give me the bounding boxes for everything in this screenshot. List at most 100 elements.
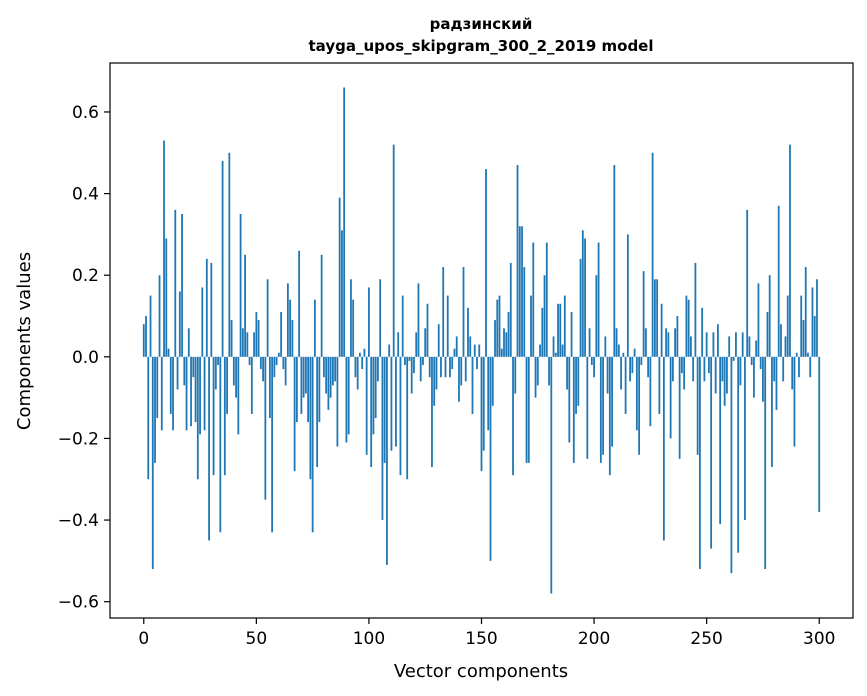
bar-component-41 [235,356,237,398]
bar-component-140 [458,356,460,402]
bar-component-137 [451,356,454,370]
bar-component-138 [453,348,456,357]
bar-component-204 [602,356,604,455]
bar-component-254 [714,356,717,394]
bar-component-51 [257,320,260,357]
bar-component-96 [359,352,361,357]
bar-component-221 [640,356,643,365]
bar-component-108 [386,356,388,565]
bar-component-102 [372,356,375,435]
bar-component-224 [647,356,650,378]
bar-component-285 [784,336,787,357]
bar-component-292 [800,295,803,357]
bar-component-36 [223,356,226,476]
bar-component-277 [766,311,769,357]
bar-component-233 [667,332,670,357]
y-tick-label: 0.4 [72,185,99,205]
bar-component-278 [768,275,771,357]
bar-component-151 [482,356,485,451]
bar-component-299 [816,279,818,357]
bar-component-187 [563,295,566,357]
bar-component-49 [253,332,255,357]
bar-component-290 [795,352,798,357]
y-tick-label: 0.2 [72,266,99,286]
bar-component-230 [660,303,663,357]
bar-component-15 [176,356,179,390]
x-tick-label: 300 [803,629,835,649]
bar-component-71 [302,356,305,398]
bar-component-172 [530,295,532,357]
bar-component-249 [703,356,706,382]
bar-component-173 [532,242,535,357]
bar-component-147 [473,344,476,357]
y-tick-label: −0.6 [58,593,99,613]
bar-component-134 [444,356,447,378]
bar-component-237 [676,316,679,357]
bar-component-70 [300,356,303,414]
bar-component-46 [246,332,249,357]
bar-component-252 [710,356,713,549]
bar-component-295 [807,352,809,357]
bar-component-156 [494,320,496,357]
bar-component-39 [230,320,233,357]
x-axis-label: Vector components [394,661,568,682]
bar-component-240 [683,356,686,390]
bar-component-300 [818,356,821,512]
y-axis-ticks: −0.6 −0.4 −0.2 0.0 0.2 0.4 0.6 [58,103,110,613]
bar-component-259 [726,356,728,394]
bar-component-186 [561,344,564,357]
bar-component-33 [217,356,219,365]
bar-component-75 [311,356,314,533]
bar-component-105 [379,279,382,357]
bar-component-18 [183,356,186,386]
bar-component-217 [631,356,634,374]
bar-component-100 [368,287,370,357]
bar-component-291 [798,356,800,378]
bar-component-145 [469,336,472,357]
bar-component-77 [316,356,319,467]
bar-component-165 [514,356,517,394]
chart-title: радзинский [430,15,533,33]
bar-component-90 [345,356,348,443]
bar-component-281 [775,356,778,410]
bar-component-23 [194,356,197,423]
bar-component-284 [782,356,785,382]
bar-component-171 [527,356,530,463]
bar-component-181 [550,356,553,594]
bar-component-262 [732,356,735,361]
x-axis-ticks: 0 50 100 150 200 250 300 [138,618,835,649]
bar-component-14 [174,209,177,357]
bar-component-56 [268,356,271,419]
bar-component-42 [237,356,240,435]
bar-component-13 [172,356,174,431]
bar-component-48 [250,356,253,414]
bar-component-160 [503,328,505,357]
bar-component-52 [259,356,262,370]
bar-component-30 [210,262,213,357]
bar-component-180 [548,356,550,386]
bar-component-53 [262,356,264,382]
bar-component-200 [593,356,595,378]
bar-component-282 [777,205,780,357]
bar-component-213 [622,352,625,357]
y-tick-label: −0.4 [58,511,99,531]
bar-component-214 [624,356,627,414]
bar-component-103 [374,356,377,419]
bar-component-267 [744,356,746,521]
bar-component-68 [295,356,298,423]
bar-component-185 [559,303,562,357]
bar-component-86 [336,356,339,447]
bar-component-150 [480,356,483,472]
bar-component-32 [214,356,217,390]
bar-component-219 [635,356,638,431]
bar-component-119 [410,356,413,394]
bar-component-106 [381,356,384,521]
bar-component-209 [613,165,616,357]
bar-component-87 [338,197,341,357]
bar-component-114 [399,356,402,476]
x-tick-label: 50 [246,629,268,649]
bar-component-198 [588,328,591,357]
bar-component-81 [325,356,328,394]
bar-component-84 [332,356,334,386]
